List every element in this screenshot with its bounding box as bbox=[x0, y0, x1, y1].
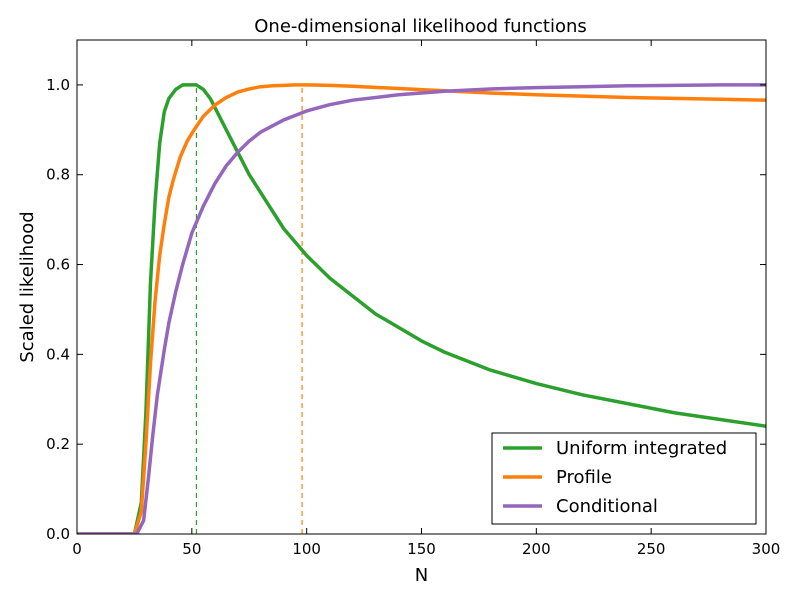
series-line-profile bbox=[77, 83, 766, 534]
y-tick-label: 0.8 bbox=[46, 166, 70, 184]
x-tick-label: 150 bbox=[407, 540, 436, 558]
x-tick-label: 200 bbox=[522, 540, 551, 558]
x-tick-label: 300 bbox=[752, 540, 781, 558]
y-tick-label: 0.2 bbox=[46, 435, 70, 453]
y-tick-label: 0.0 bbox=[46, 525, 70, 543]
legend: Uniform integrated Profile Conditional bbox=[491, 432, 757, 525]
series-lines bbox=[77, 83, 766, 534]
x-tick-label: 50 bbox=[182, 540, 201, 558]
y-tick-label: 1.0 bbox=[46, 76, 70, 94]
x-tick-label: 250 bbox=[637, 540, 666, 558]
series-line-uniform-integrated bbox=[77, 83, 766, 534]
y-tick-label: 0.6 bbox=[46, 256, 70, 274]
x-tick-label: 100 bbox=[292, 540, 321, 558]
legend-label: Profile bbox=[556, 467, 612, 488]
reference-lines bbox=[195, 84, 303, 534]
legend-label: Uniform integrated bbox=[556, 438, 727, 459]
chart-title: One-dimensional likelihood functions bbox=[254, 16, 587, 37]
y-axis-label: Scaled likelihood bbox=[17, 211, 38, 362]
y-tick-label: 0.4 bbox=[46, 345, 70, 363]
legend-label: Conditional bbox=[556, 496, 658, 517]
x-tick-label: 0 bbox=[72, 540, 82, 558]
series-line-conditional bbox=[77, 83, 766, 534]
x-axis-label: N bbox=[415, 565, 428, 586]
axis-ticks: 0 50 100 150 200 250 300 0.0 0.2 0.4 0.6 0.8 1.0 bbox=[46, 40, 780, 558]
